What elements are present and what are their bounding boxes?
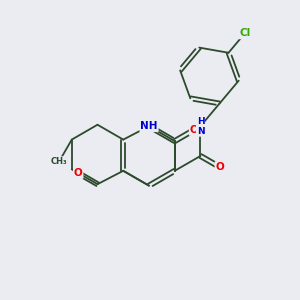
Text: NH: NH	[140, 121, 158, 131]
Text: O: O	[190, 125, 198, 135]
Text: Cl: Cl	[239, 28, 250, 38]
Text: O: O	[215, 162, 224, 172]
Text: H
N: H N	[197, 116, 204, 136]
Text: CH₃: CH₃	[51, 157, 68, 166]
Text: O: O	[74, 168, 82, 178]
